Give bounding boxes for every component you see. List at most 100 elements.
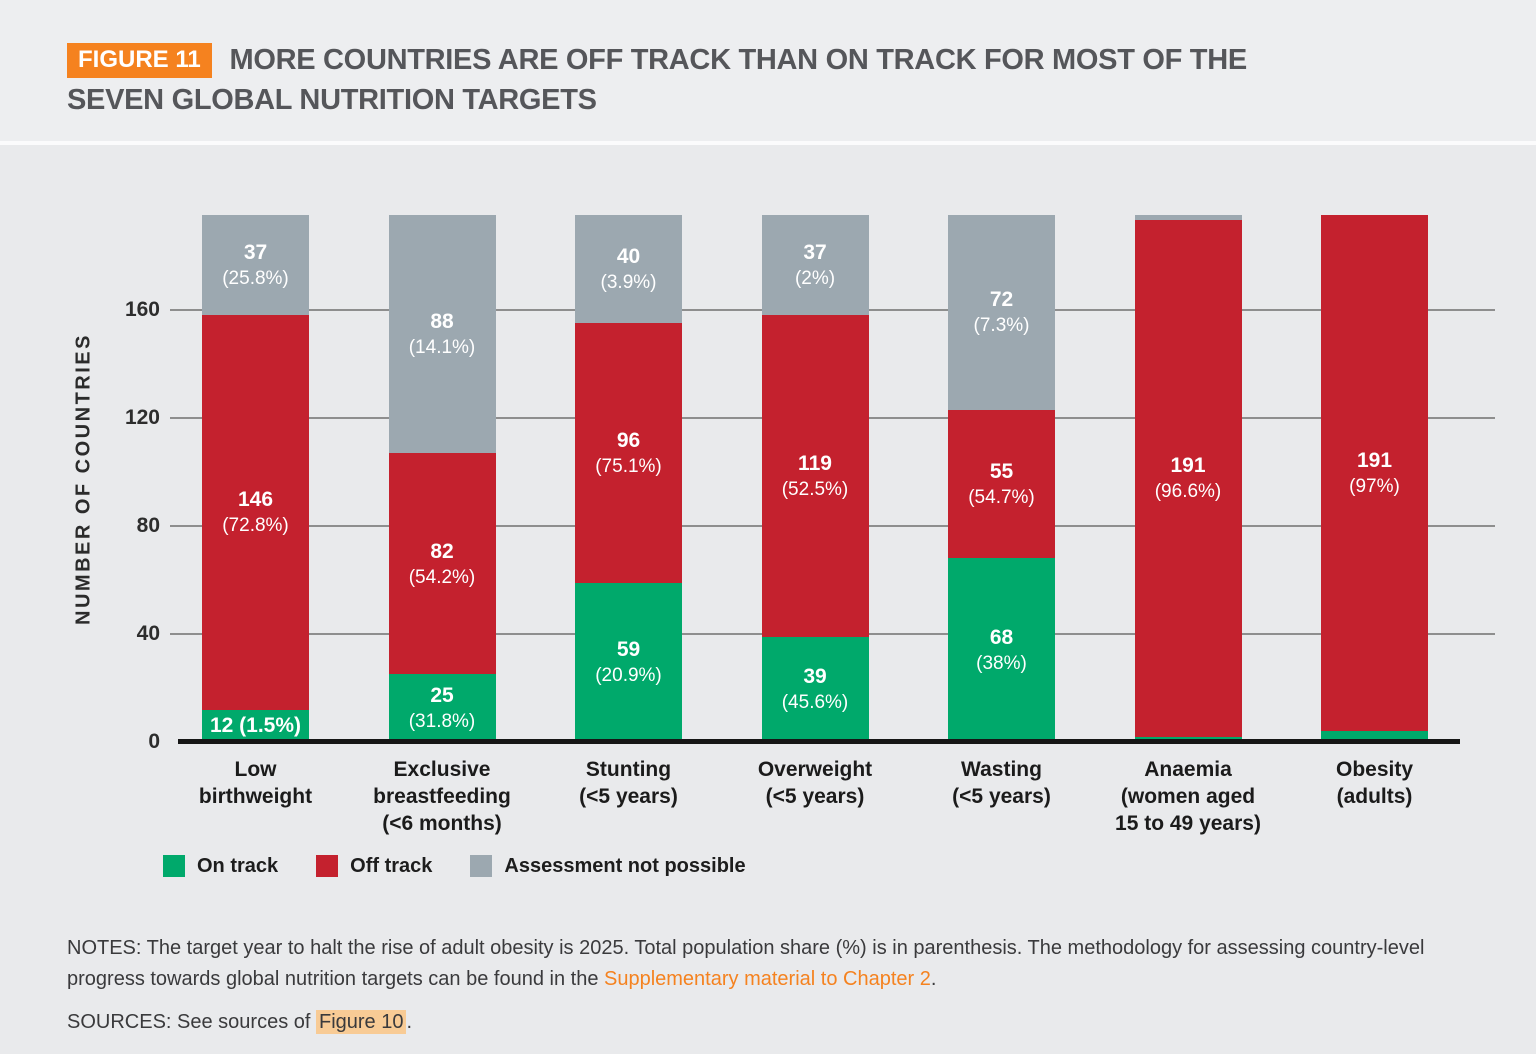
x-axis-label-line: Anaemia [1144, 758, 1232, 781]
header-divider [0, 141, 1536, 145]
bar-overweight-5-years: 37 (2%) 119 (52.5%) 39 (45.6%) [761, 215, 869, 742]
segment-percent: (54.2%) [408, 566, 476, 588]
supplementary-material-link[interactable]: Supplementary material to Chapter 2 [604, 968, 931, 990]
bar-wasting-5-years: 72 (7.3%) 55 (54.7%) 68 (38%) [948, 215, 1055, 742]
x-axis-label-line: (<6 months) [382, 812, 502, 835]
x-axis-label-stunting-5-years: Stunting (<5 years) [509, 756, 749, 810]
segment-percent: (52.5%) [781, 478, 849, 500]
segment-value: 191 [1170, 454, 1206, 478]
segment-value: 12 (1.5%) [209, 714, 302, 738]
bar-obesity-adults: 191 (97%) [1321, 215, 1428, 742]
segment-percent: (25.8%) [222, 267, 289, 289]
segment-label: 146 (72.8%) [222, 486, 289, 538]
bar-stunting-5-years: 40 (3.9%) 96 (75.1%) 59 (20.9%) [575, 215, 682, 742]
x-axis-label-line: Low [234, 758, 277, 781]
segment-value: 59 [616, 638, 641, 662]
segment-label: 59 (20.9%) [595, 636, 662, 688]
legend-swatch-on-track [163, 855, 185, 877]
x-axis-label-line: breastfeeding [373, 785, 511, 808]
x-axis-label-exclusive-breastfeeding-6-months: Exclusive breastfeeding (<6 months) [322, 756, 562, 837]
segment-value: 40 [616, 245, 641, 269]
y-axis-title: NUMBER OF COUNTRIES [72, 333, 95, 625]
x-axis-line [178, 739, 1460, 744]
segment-assessment-not-possible: 40 (3.9%) [575, 215, 682, 324]
figure-10-link[interactable]: Figure 10 [315, 1010, 407, 1034]
segment-assessment-not-possible: 37 (25.8%) [202, 215, 309, 315]
segment-percent: (54.7%) [968, 486, 1035, 508]
page-title: MORE COUNTRIES ARE OFF TRACK THAN ON TRA… [67, 44, 1247, 116]
stacked-bar-chart: NUMBER OF COUNTRIES 0 40 80 120 160 37 (25.8%… [0, 145, 1536, 851]
segment-percent: (75.1%) [595, 455, 662, 477]
x-axis-label-overweight-5-years: Overweight (<5 years) [695, 756, 935, 810]
segment-assessment-not-possible: 72 (7.3%) [948, 215, 1055, 410]
segment-on-track [1321, 731, 1428, 742]
legend-label-assessment-not-possible: Assessment not possible [504, 854, 746, 877]
x-axis-label-line: Exclusive [393, 758, 491, 781]
notes-text-after: . [930, 968, 937, 990]
bar-low-birthweight: 37 (25.8%) 146 (72.8%) 12 (1.5%) [202, 215, 309, 742]
legend-swatch-off-track [316, 855, 339, 877]
segment-percent: (45.6%) [781, 692, 849, 714]
x-axis-label-line: Stunting [585, 758, 672, 781]
chart-legend: On track Off track Assessment not possible [163, 851, 1536, 881]
segment-on-track: 12 (1.5%) [202, 709, 309, 742]
x-axis-label-line: Overweight [757, 758, 873, 781]
segment-value: 68 [989, 626, 1014, 650]
segment-label: 40 (3.9%) [601, 243, 657, 295]
x-axis-label-line: Wasting [961, 758, 1042, 781]
y-tick-label-80: 80 [136, 513, 160, 537]
segment-off-track: 191 (97%) [1321, 215, 1428, 732]
segment-value: 25 [430, 684, 454, 708]
plot-area: 37 (25.8%) 146 (72.8%) 12 (1.5%) 88 (14.1%) 82 (… [170, 215, 1495, 744]
segment-label: 191 (97%) [1349, 447, 1400, 499]
y-tick-label-120: 120 [124, 405, 160, 429]
segment-label: 55 (54.7%) [968, 458, 1035, 510]
segment-value: 119 [798, 451, 832, 475]
segment-label: 37 (2%) [795, 239, 835, 291]
segment-on-track: 39 (45.6%) [761, 636, 869, 742]
notes-block: NOTES: The target year to halt the rise … [67, 933, 1476, 1038]
segment-label: 39 (45.6%) [782, 663, 849, 715]
x-axis-label-anaemia-women-aged-15-to-49-years: Anaemia (women aged 15 to 49 years) [1068, 756, 1308, 837]
legend-item-assessment-not-possible: Assessment not possible [470, 854, 746, 878]
x-axis-label-line: (<5 years) [952, 785, 1051, 808]
segment-value: 39 [803, 665, 827, 689]
legend-item-on-track: On track [163, 855, 278, 878]
segment-assessment-not-possible [1134, 215, 1242, 221]
x-axis-label-line: (adults) [1336, 785, 1413, 808]
segment-assessment-not-possible: 88 (14.1%) [388, 215, 496, 453]
legend-label-off-track: Off track [350, 854, 433, 877]
segment-label: 72 (7.3%) [974, 286, 1030, 338]
segment-off-track: 96 (75.1%) [575, 323, 682, 583]
y-tick-label-40: 40 [136, 621, 160, 645]
segment-label: 119 (52.5%) [782, 450, 849, 502]
segment-percent: (14.1%) [408, 336, 476, 358]
x-axis-label-line: (<5 years) [579, 785, 678, 808]
segment-percent: (96.6%) [1154, 481, 1222, 503]
x-axis-label-line: 15 to 49 years) [1115, 812, 1261, 835]
y-tick-label-160: 160 [124, 297, 160, 321]
chart-area: NUMBER OF COUNTRIES 0 40 80 120 160 37 (25.8%… [0, 145, 1536, 1038]
figure-title-line: FIGURE 11 MORE COUNTRIES ARE OFF TRACK T… [0, 0, 1360, 120]
segment-assessment-not-possible: 37 (2%) [761, 215, 869, 315]
segment-label: 191 (96.6%) [1155, 452, 1222, 504]
figure-tag: FIGURE 11 [67, 43, 212, 78]
notes-text: NOTES: The target year to halt the rise … [67, 933, 1476, 995]
segment-percent: (97%) [1349, 476, 1400, 498]
segment-label: 12 (1.5%) [210, 712, 301, 739]
segment-label: 82 (54.2%) [409, 538, 476, 590]
segment-off-track: 119 (52.5%) [761, 314, 869, 637]
bar-anaemia-women-aged-15-to-49-years: 191 (96.6%) [1134, 215, 1242, 742]
segment-value: 88 [430, 309, 454, 333]
segment-value: 72 [989, 288, 1014, 312]
segment-off-track: 191 (96.6%) [1134, 220, 1242, 737]
sources-text-after: . [406, 1011, 413, 1033]
sources-text-before: SOURCES: See sources of [67, 1011, 316, 1033]
segment-percent: (2%) [794, 267, 836, 289]
segment-on-track: 68 (38%) [948, 558, 1055, 742]
segment-percent: (38%) [976, 653, 1027, 675]
figure-header: FIGURE 11 MORE COUNTRIES ARE OFF TRACK T… [0, 0, 1536, 141]
x-axis-label-low-birthweight: Low birthweight [136, 756, 376, 810]
segment-percent: (3.9%) [600, 272, 657, 294]
